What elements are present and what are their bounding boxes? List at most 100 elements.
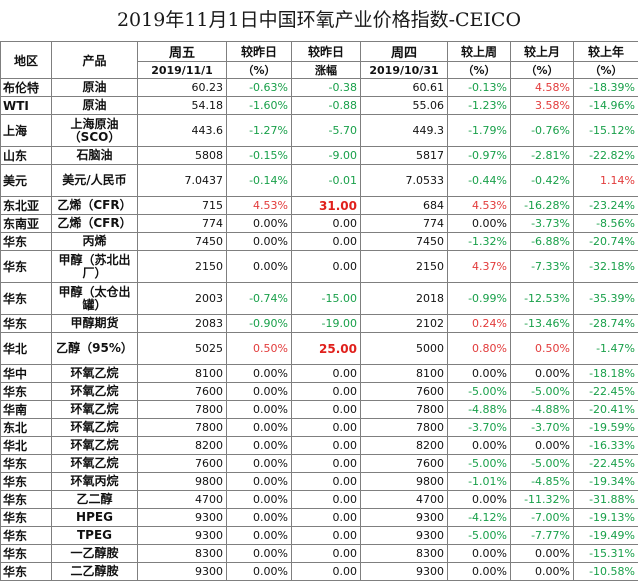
month-change-cell: -2.81% — [510, 146, 574, 165]
region-cell: 美元 — [0, 164, 52, 197]
fri-price-cell: 2083 — [137, 314, 227, 333]
table-row: 华东 甲醇期货 2083 -0.90% -19.00 2102 0.24% -13.46% -2… — [0, 314, 638, 333]
day-change-pct-cell: 0.00% — [226, 526, 292, 545]
year-change-cell: -19.13% — [573, 508, 638, 527]
week-change-cell: -5.00% — [447, 382, 511, 401]
table-row: 上海 上海原油（SCO） 443.6 -1.27% -5.70 449.3 -1.79% -0… — [0, 114, 638, 147]
week-change-cell: 0.00% — [447, 436, 511, 455]
thu-price-cell: 7450 — [360, 232, 448, 251]
product-cell: 环氧乙烷 — [51, 418, 138, 437]
year-change-cell: -22.45% — [573, 382, 638, 401]
product-cell: HPEG — [51, 508, 138, 527]
day-change-abs-cell: 0.00 — [291, 436, 361, 455]
header-vs-prev-day-abs-unit: 涨幅 — [291, 61, 361, 79]
day-change-abs-cell: 31.00 — [291, 196, 361, 215]
fri-price-cell: 7.0437 — [137, 164, 227, 197]
week-change-cell: -0.44% — [447, 164, 511, 197]
thu-price-cell: 8200 — [360, 436, 448, 455]
region-cell: 布伦特 — [0, 78, 52, 97]
thu-price-cell: 4700 — [360, 490, 448, 509]
fri-price-cell: 7600 — [137, 382, 227, 401]
month-change-cell: 0.00% — [510, 436, 574, 455]
day-change-pct-cell: 0.00% — [226, 250, 292, 283]
product-cell: 环氧乙烷 — [51, 454, 138, 473]
day-change-pct-cell: 0.00% — [226, 508, 292, 527]
day-change-abs-cell: -0.01 — [291, 164, 361, 197]
header-thu: 周四 — [360, 41, 448, 62]
month-change-cell: 0.50% — [510, 332, 574, 365]
month-change-cell: -7.77% — [510, 526, 574, 545]
day-change-pct-cell: 0.00% — [226, 400, 292, 419]
day-change-pct-cell: -0.15% — [226, 146, 292, 165]
thu-price-cell: 7600 — [360, 454, 448, 473]
month-change-cell: -16.28% — [510, 196, 574, 215]
product-cell: 环氧丙烷 — [51, 472, 138, 491]
product-cell: 环氧乙烷 — [51, 400, 138, 419]
fri-price-cell: 7800 — [137, 400, 227, 419]
fri-price-cell: 2150 — [137, 250, 227, 283]
thu-price-cell: 9300 — [360, 526, 448, 545]
year-change-cell: -1.47% — [573, 332, 638, 365]
product-cell: 乙二醇 — [51, 490, 138, 509]
table-row: 华东 环氧乙烷 7600 0.00% 0.00 7600 -5.00% -5.00% -22.4… — [0, 382, 638, 401]
day-change-abs-cell: 0.00 — [291, 508, 361, 527]
month-change-cell: -6.88% — [510, 232, 574, 251]
year-change-cell: -18.39% — [573, 78, 638, 97]
fri-price-cell: 5025 — [137, 332, 227, 365]
week-change-cell: -0.97% — [447, 146, 511, 165]
day-change-abs-cell: 0.00 — [291, 472, 361, 491]
header-vs-last-week: 较上周 — [447, 41, 511, 62]
day-change-pct-cell: -1.60% — [226, 96, 292, 115]
thu-price-cell: 60.61 — [360, 78, 448, 97]
month-change-cell: -7.00% — [510, 508, 574, 527]
day-change-pct-cell: 0.00% — [226, 214, 292, 233]
fri-price-cell: 54.18 — [137, 96, 227, 115]
fri-price-cell: 60.23 — [137, 78, 227, 97]
day-change-pct-cell: 0.00% — [226, 472, 292, 491]
region-cell: 华东 — [0, 454, 52, 473]
fri-price-cell: 9300 — [137, 508, 227, 527]
region-cell: 华东 — [0, 508, 52, 527]
year-change-cell: -8.56% — [573, 214, 638, 233]
fri-price-cell: 8100 — [137, 364, 227, 383]
month-change-cell: 0.00% — [510, 562, 574, 581]
header-vs-last-year-unit: （%） — [573, 61, 638, 79]
thu-price-cell: 774 — [360, 214, 448, 233]
thu-price-cell: 7800 — [360, 418, 448, 437]
region-cell: 华东 — [0, 232, 52, 251]
product-cell: 乙烯（CFR） — [51, 214, 138, 233]
thu-price-cell: 9800 — [360, 472, 448, 491]
thu-price-cell: 7800 — [360, 400, 448, 419]
region-cell: 华东 — [0, 282, 52, 315]
thu-price-cell: 9300 — [360, 562, 448, 581]
product-cell: 环氧乙烷 — [51, 436, 138, 455]
month-change-cell: 0.00% — [510, 364, 574, 383]
week-change-cell: 4.53% — [447, 196, 511, 215]
product-cell: 乙醇（95%） — [51, 332, 138, 365]
year-change-cell: -20.41% — [573, 400, 638, 419]
region-cell: 东北亚 — [0, 196, 52, 215]
thu-price-cell: 7600 — [360, 382, 448, 401]
table-row: 华东 TPEG 9300 0.00% 0.00 9300 -5.00% -7.77% -19.4… — [0, 526, 638, 545]
day-change-pct-cell: 0.00% — [226, 232, 292, 251]
day-change-pct-cell: -0.14% — [226, 164, 292, 197]
week-change-cell: 4.37% — [447, 250, 511, 283]
product-cell: TPEG — [51, 526, 138, 545]
year-change-cell: -23.24% — [573, 196, 638, 215]
day-change-abs-cell: 25.00 — [291, 332, 361, 365]
region-cell: 华东 — [0, 526, 52, 545]
month-change-cell: -4.88% — [510, 400, 574, 419]
day-change-pct-cell: 4.53% — [226, 196, 292, 215]
day-change-pct-cell: -0.74% — [226, 282, 292, 315]
day-change-abs-cell: 0.00 — [291, 418, 361, 437]
year-change-cell: -19.34% — [573, 472, 638, 491]
year-change-cell: -22.45% — [573, 454, 638, 473]
month-change-cell: -5.00% — [510, 454, 574, 473]
day-change-abs-cell: 0.00 — [291, 250, 361, 283]
table-row: 华东 甲醇（苏北出厂） 2150 0.00% 0.00 2150 4.37% -7.33% -3… — [0, 250, 638, 283]
week-change-cell: -1.79% — [447, 114, 511, 147]
header-vs-prev-day: 较昨日 — [226, 41, 292, 62]
day-change-abs-cell: 0.00 — [291, 382, 361, 401]
day-change-pct-cell: 0.00% — [226, 418, 292, 437]
product-cell: 石脑油 — [51, 146, 138, 165]
